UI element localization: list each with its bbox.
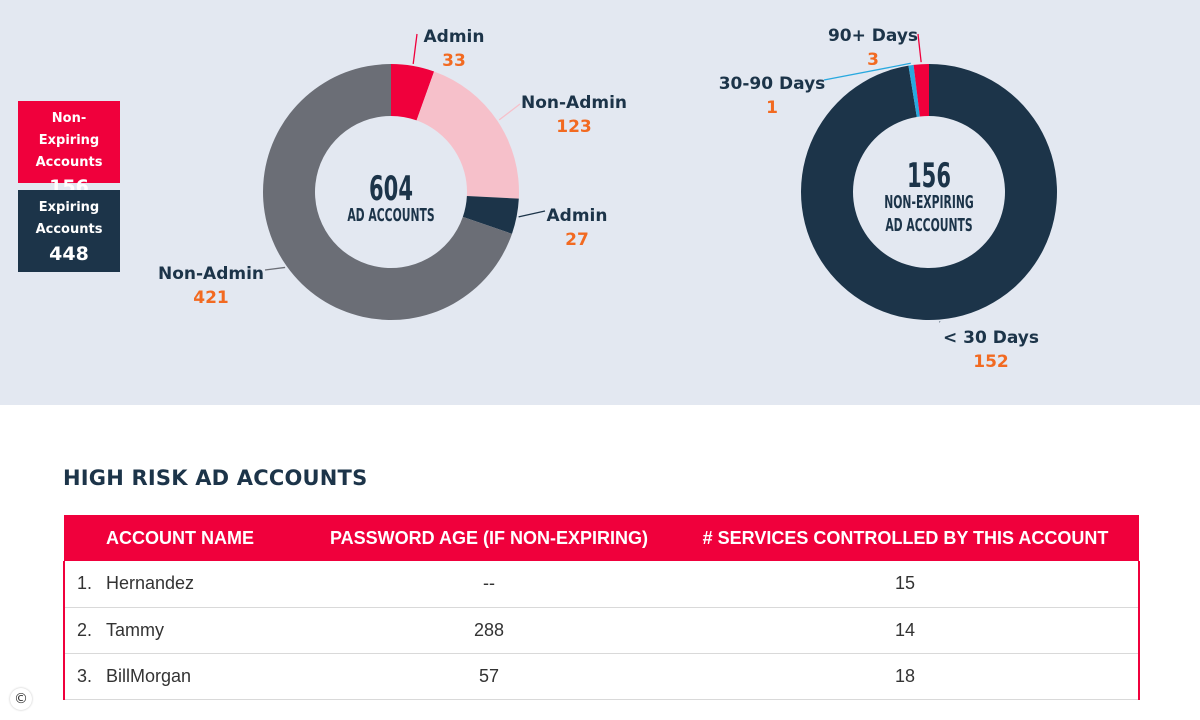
table-header-index: [64, 515, 106, 561]
expiring-summary-box: Expiring Accounts 448: [18, 190, 120, 272]
donut2-center-label-line2: AD ACCOUNTS: [885, 215, 972, 236]
donut1-center-number: 604: [369, 169, 413, 209]
donut1-slice-value: 33: [442, 51, 466, 71]
row-index: 1.: [63, 561, 106, 608]
high-risk-accounts-table: ACCOUNT NAME PASSWORD AGE (IF NON-EXPIRI…: [63, 515, 1140, 700]
table-header-row: ACCOUNT NAME PASSWORD AGE (IF NON-EXPIRI…: [64, 515, 1139, 561]
donut1-slice: [391, 64, 435, 121]
donut2-leader-line: [823, 62, 911, 81]
section-title: HIGH RISK AD ACCOUNTS: [63, 466, 368, 490]
donut2-slice: [908, 64, 920, 117]
row-account-name: Tammy: [106, 607, 306, 654]
row-services-count: 18: [672, 653, 1140, 700]
summary-band: [0, 0, 1200, 405]
donut2-slice-value: 1: [766, 98, 778, 118]
row-account-name: Hernandez: [106, 561, 306, 608]
row-services-count: 15: [672, 561, 1140, 608]
row-password-age: 57: [306, 653, 673, 700]
donut1-leader-line: [498, 103, 521, 121]
donut2-slice: [801, 64, 1057, 320]
row-services-count: 14: [672, 607, 1140, 654]
donut1-slice-label: Non-Admin: [158, 264, 264, 284]
donut1-slice-value: 27: [565, 230, 589, 250]
donut2-slice-label: < 30 Days: [943, 328, 1039, 348]
donut1-leader-line: [518, 210, 546, 218]
donut1-slice-value: 421: [193, 288, 229, 308]
donut2-slice-label: 30-90 Days: [719, 74, 826, 94]
high-risk-table-container: ACCOUNT NAME PASSWORD AGE (IF NON-EXPIRI…: [63, 515, 1140, 700]
donut2-slice: [913, 64, 929, 117]
donut2-center-number: 156: [907, 156, 951, 196]
table-header-account-name: ACCOUNT NAME: [106, 527, 254, 548]
donut2-leader-line: [917, 33, 922, 63]
row-password-age: --: [306, 561, 673, 608]
row-index: 2.: [63, 607, 106, 654]
table-header-services: # SERVICES CONTROLLED BY THIS ACCOUNT: [702, 527, 1109, 548]
non-expiring-summary-label: Non-Expiring Accounts: [35, 111, 103, 170]
expiring-summary-label: Expiring Accounts: [35, 200, 103, 237]
donut1-slice-label: Admin: [424, 27, 485, 47]
donut1-leader-line: [412, 33, 418, 64]
donut1-slice: [416, 71, 519, 199]
expiring-summary-value: 448: [49, 243, 89, 265]
donut2-slice-value: 152: [973, 352, 1009, 372]
donut1-center-label: AD ACCOUNTS: [347, 205, 434, 226]
donut2-slice-label: 90+ Days: [828, 26, 918, 46]
donut2-center-label-line1: NON-EXPIRING: [884, 192, 974, 213]
row-account-name: BillMorgan: [106, 653, 306, 700]
table-row: 1. Hernandez -- 15: [63, 561, 1140, 608]
donut1-slice-label: Admin: [547, 206, 608, 226]
row-password-age: 288: [306, 607, 673, 654]
row-index: 3.: [63, 653, 106, 700]
donut-charts: Admin 33 Non-Admin 123 Admin 27 Non-Admin 421 60…: [158, 26, 1057, 372]
table-row: 2. Tammy 288 14: [63, 607, 1140, 654]
table-header-password-age: PASSWORD AGE (IF NON-EXPIRING): [330, 527, 649, 548]
donut2-slice-value: 3: [867, 50, 879, 70]
donut1-slice-value: 123: [556, 117, 592, 137]
copyright-icon: ©: [10, 688, 32, 710]
donut1-slice: [462, 195, 519, 234]
donut1-slice: [263, 64, 512, 320]
donut1-slice-label: Non-Admin: [521, 93, 627, 113]
table-row: 3. BillMorgan 57 18: [63, 653, 1140, 700]
donut1-leader-line: [264, 266, 286, 271]
